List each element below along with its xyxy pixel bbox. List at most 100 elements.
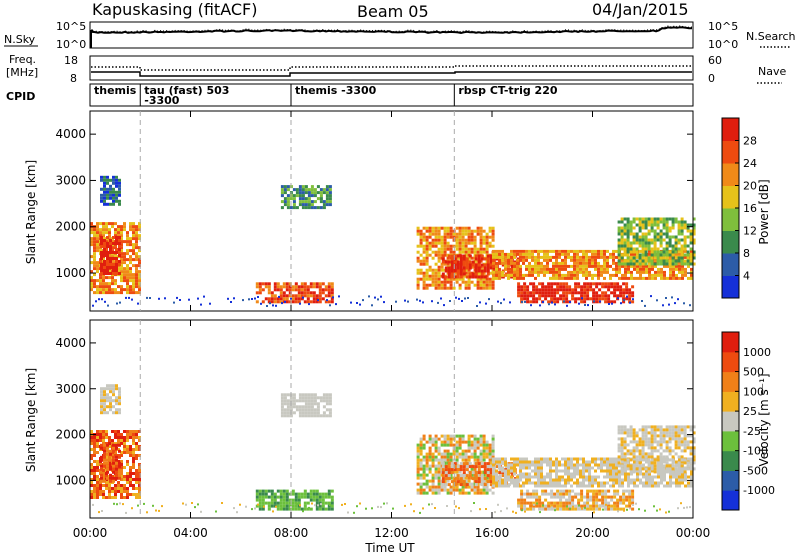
data-cell bbox=[485, 302, 487, 305]
data-cell bbox=[282, 285, 286, 289]
data-cell bbox=[103, 239, 106, 242]
data-cell bbox=[629, 464, 633, 468]
data-cell bbox=[683, 434, 687, 438]
data-cell bbox=[90, 484, 93, 487]
data-cell bbox=[665, 229, 669, 233]
data-cell bbox=[410, 503, 412, 506]
data-cell bbox=[648, 267, 651, 271]
data-cell bbox=[491, 455, 495, 459]
data-cell bbox=[665, 431, 669, 435]
data-cell bbox=[519, 267, 522, 271]
data-cell bbox=[135, 433, 138, 436]
data-cell bbox=[495, 472, 498, 476]
data-cell bbox=[431, 241, 435, 245]
data-cell bbox=[650, 238, 654, 242]
data-cell bbox=[532, 285, 536, 289]
data-cell bbox=[543, 270, 546, 274]
data-cell bbox=[681, 273, 684, 277]
data-cell bbox=[675, 264, 678, 268]
data-cell bbox=[474, 474, 478, 478]
data-cell bbox=[103, 461, 106, 465]
data-cell bbox=[115, 263, 118, 266]
data-cell bbox=[276, 282, 280, 286]
data-cell bbox=[495, 481, 498, 485]
data-cell bbox=[645, 267, 648, 271]
data-cell bbox=[501, 263, 505, 267]
data-cell bbox=[519, 273, 522, 277]
data-cell bbox=[645, 475, 648, 479]
data-cell bbox=[431, 440, 435, 444]
data-cell bbox=[315, 501, 319, 505]
data-cell bbox=[96, 231, 99, 235]
data-cell bbox=[523, 288, 527, 292]
data-cell bbox=[538, 504, 542, 508]
noise-sky-trace bbox=[91, 26, 692, 35]
data-cell bbox=[309, 291, 313, 295]
data-cell bbox=[686, 229, 690, 233]
data-cell bbox=[437, 265, 441, 269]
data-cell bbox=[504, 463, 507, 467]
data-cell bbox=[516, 267, 519, 271]
data-cell bbox=[620, 464, 624, 468]
data-cell bbox=[656, 425, 660, 429]
data-cell bbox=[627, 270, 630, 274]
data-cell bbox=[120, 490, 123, 493]
data-cell bbox=[669, 267, 672, 271]
data-cell bbox=[285, 297, 289, 301]
data-cell bbox=[583, 300, 587, 304]
data-cell bbox=[586, 507, 590, 511]
data-cell bbox=[280, 188, 284, 192]
data-cell bbox=[103, 251, 106, 254]
data-cell bbox=[626, 452, 630, 456]
data-cell bbox=[322, 191, 326, 195]
data-cell bbox=[93, 240, 96, 244]
data-cell bbox=[568, 504, 572, 508]
data-cell bbox=[292, 194, 296, 198]
data-cell bbox=[485, 449, 489, 453]
data-cell bbox=[285, 489, 289, 493]
data-cell bbox=[601, 297, 605, 301]
data-cell bbox=[543, 249, 546, 253]
data-cell bbox=[665, 253, 669, 257]
data-cell bbox=[425, 256, 429, 260]
data-cell bbox=[519, 478, 522, 482]
data-cell bbox=[540, 261, 543, 265]
data-cell bbox=[582, 273, 585, 277]
data-cell bbox=[665, 511, 667, 514]
data-cell bbox=[132, 258, 135, 262]
data-cell bbox=[267, 285, 271, 289]
data-cell bbox=[588, 261, 591, 265]
data-cell bbox=[573, 469, 576, 473]
data-cell bbox=[341, 503, 343, 506]
data-cell bbox=[106, 266, 109, 269]
data-cell bbox=[486, 269, 490, 273]
data-cell bbox=[668, 458, 672, 462]
data-cell bbox=[520, 291, 524, 295]
data-cell bbox=[90, 490, 93, 493]
data-cell bbox=[677, 464, 681, 468]
data-cell bbox=[407, 300, 409, 303]
data-cell bbox=[656, 247, 660, 251]
data-cell bbox=[525, 466, 528, 470]
data-cell bbox=[491, 437, 495, 441]
data-cell bbox=[603, 264, 606, 268]
data-cell bbox=[316, 396, 320, 400]
data-cell bbox=[93, 436, 96, 439]
data-cell bbox=[304, 402, 308, 406]
data-cell bbox=[479, 455, 483, 459]
data-cell bbox=[567, 472, 570, 476]
data-cell bbox=[522, 252, 525, 256]
data-cell bbox=[476, 250, 480, 254]
data-cell bbox=[112, 467, 115, 471]
data-cell bbox=[123, 261, 126, 265]
data-cell bbox=[307, 203, 311, 207]
data-cell bbox=[279, 300, 283, 304]
data-cell bbox=[458, 226, 462, 230]
data-cell bbox=[488, 298, 490, 301]
data-cell bbox=[644, 440, 648, 444]
data-cell bbox=[99, 285, 102, 289]
data-cell bbox=[327, 507, 331, 511]
data-cell bbox=[106, 272, 109, 275]
data-cell bbox=[594, 252, 597, 256]
data-cell bbox=[138, 490, 141, 493]
